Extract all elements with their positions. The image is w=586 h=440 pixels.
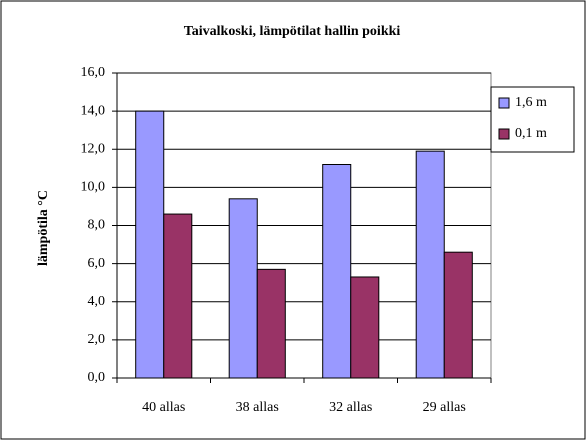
y-axis-label: lämpötila °C xyxy=(36,190,51,266)
bar xyxy=(350,276,380,379)
y-tick-label: 12,0 xyxy=(81,141,106,156)
y-tick-label: 16,0 xyxy=(81,65,106,80)
y-tick-label: 0,0 xyxy=(88,370,106,385)
bar xyxy=(135,110,165,379)
chart-title: Taivalkoski, lämpötilat hallin poikki xyxy=(184,24,401,39)
y-tick-label: 2,0 xyxy=(88,332,106,347)
bar xyxy=(415,150,445,379)
bar xyxy=(443,251,473,379)
x-tick-label: 38 allas xyxy=(236,400,279,415)
legend-swatch xyxy=(498,97,510,109)
legend-label: 1,6 m xyxy=(515,95,547,110)
bar xyxy=(228,198,258,379)
x-tick-label: 32 allas xyxy=(329,400,372,415)
x-tick-label: 40 allas xyxy=(142,400,185,415)
y-tick-label: 14,0 xyxy=(81,103,106,118)
bar xyxy=(322,164,352,379)
y-tick-label: 10,0 xyxy=(81,180,106,195)
y-tick-label: 8,0 xyxy=(88,218,106,233)
legend-label: 0,1 m xyxy=(515,126,547,141)
x-tick-label: 29 allas xyxy=(423,400,466,415)
y-tick-label: 4,0 xyxy=(88,294,106,309)
bar xyxy=(256,268,286,379)
y-tick-label: 6,0 xyxy=(88,256,106,271)
legend-swatch xyxy=(498,128,510,140)
bar xyxy=(163,213,193,379)
